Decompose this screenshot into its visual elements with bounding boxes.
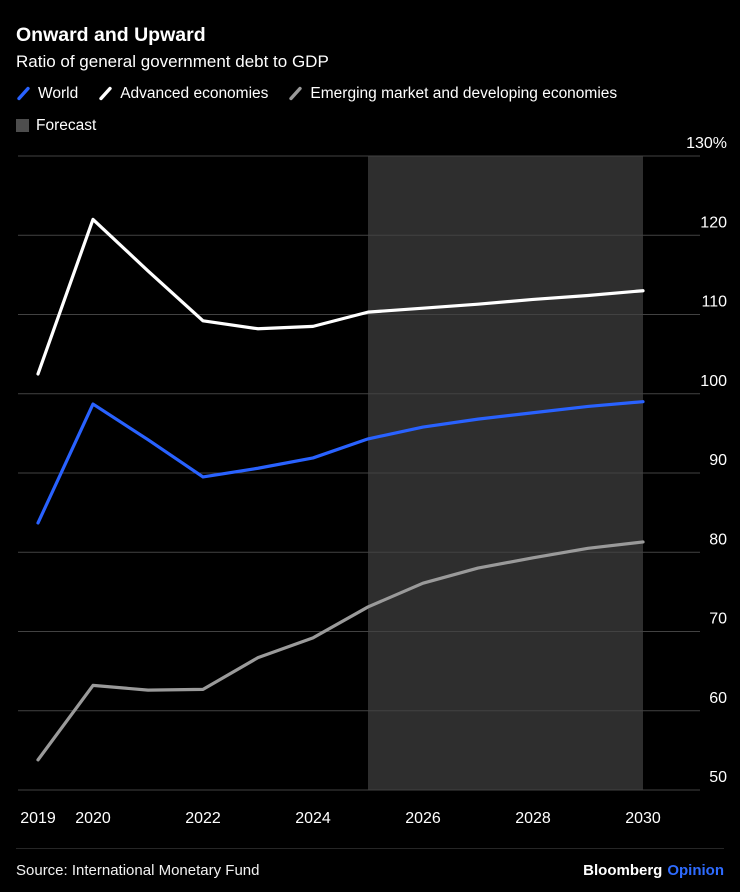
series-line-advanced-economies xyxy=(36,217,645,376)
x-axis-label: 2019 xyxy=(20,810,56,827)
y-axis-label: 110 xyxy=(701,294,727,311)
x-axis-label: 2028 xyxy=(515,810,551,827)
brand-suffix: Opinion xyxy=(667,862,724,879)
legend: World Advanced economies Emerging market a… xyxy=(16,85,726,135)
advanced-economies-line-marker-icon xyxy=(99,87,112,101)
x-axis-label: 2022 xyxy=(185,810,221,827)
chart-title: Onward and Upward xyxy=(16,24,206,46)
legend-item-world: World xyxy=(16,85,78,103)
y-axis-label: 130% xyxy=(686,135,727,152)
legend-label-world: World xyxy=(38,84,79,102)
forecast-swatch-icon xyxy=(16,119,29,133)
y-axis-label: 100 xyxy=(700,373,727,390)
source-note: Source: International Monetary Fund xyxy=(16,862,260,879)
chart-subtitle: Ratio of general government debt to GDP xyxy=(16,52,329,72)
series-line-world xyxy=(36,400,645,525)
y-axis-label: 80 xyxy=(709,531,727,548)
legend-label-advanced-economies: Advanced economies xyxy=(120,84,269,102)
x-axis-label: 2024 xyxy=(295,810,331,827)
x-axis-label: 2026 xyxy=(405,810,441,827)
y-axis-label: 120 xyxy=(700,214,727,231)
chart-footer: Source: International Monetary Fund Bloo… xyxy=(16,848,724,892)
legend-item-emerging-economies: Emerging market and developing economies xyxy=(288,85,617,103)
x-axis-label: 2030 xyxy=(625,810,661,827)
chart-header: Onward and Upward Ratio of general gover… xyxy=(16,24,726,135)
y-axis-label: 50 xyxy=(709,769,727,786)
y-axis-label: 90 xyxy=(709,452,727,469)
brand-name: Bloomberg xyxy=(583,862,663,879)
y-axis-label: 70 xyxy=(709,611,727,628)
legend-label-forecast: Forecast xyxy=(36,116,97,134)
legend-label-emerging-economies: Emerging market and developing economies xyxy=(310,84,618,102)
legend-item-forecast: Forecast xyxy=(16,117,96,135)
y-axis-label: 60 xyxy=(709,690,727,707)
bloomberg-opinion-logo: Bloomberg Opinion xyxy=(583,862,724,879)
x-axis-label: 2020 xyxy=(75,810,111,827)
emerging-economies-line-marker-icon xyxy=(289,87,303,101)
series-line-emerging-market-and-developing-economies xyxy=(36,540,645,762)
legend-item-advanced-economies: Advanced economies xyxy=(98,85,268,103)
world-line-marker-icon xyxy=(17,87,30,101)
